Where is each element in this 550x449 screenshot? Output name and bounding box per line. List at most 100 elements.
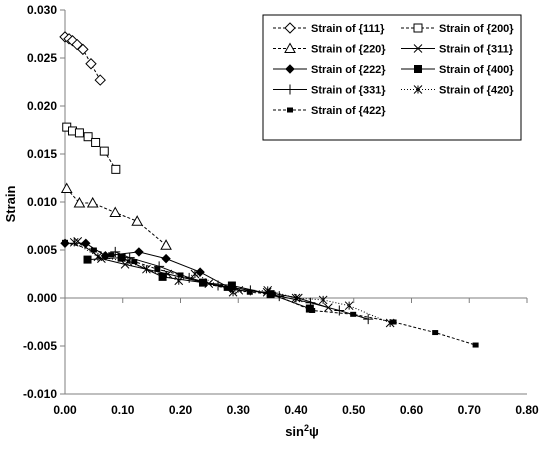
x-tick-label: 0.30 bbox=[227, 403, 251, 417]
data-point bbox=[131, 259, 138, 265]
data-point bbox=[73, 237, 83, 246]
data-point bbox=[246, 289, 253, 295]
data-point bbox=[83, 255, 92, 264]
data-point bbox=[269, 291, 276, 297]
data-point bbox=[334, 305, 345, 316]
legend-marker bbox=[413, 23, 423, 33]
series-line bbox=[115, 251, 369, 320]
data-point bbox=[60, 182, 73, 194]
series-1 bbox=[62, 122, 121, 174]
data-point bbox=[74, 128, 84, 138]
data-point bbox=[91, 137, 101, 147]
x-tick-label: 0.70 bbox=[458, 403, 482, 417]
data-point bbox=[291, 293, 301, 303]
data-point bbox=[177, 272, 184, 278]
y-tick-label: 0.020 bbox=[27, 99, 57, 113]
series-layer bbox=[59, 31, 479, 348]
data-point bbox=[77, 43, 89, 56]
series-8 bbox=[62, 239, 479, 348]
legend-label: Strain of {200} bbox=[439, 23, 514, 35]
legend-marker bbox=[413, 85, 423, 94]
data-point bbox=[390, 319, 397, 325]
data-point bbox=[85, 58, 97, 70]
series-7 bbox=[69, 237, 395, 328]
data-point bbox=[274, 291, 285, 302]
legend: Strain of {111} Strain of {200} Strain of … bbox=[262, 14, 522, 141]
legend-marker bbox=[284, 22, 296, 34]
series-line bbox=[73, 241, 391, 324]
data-point bbox=[111, 164, 121, 174]
data-point bbox=[160, 239, 172, 250]
x-axis-label-tail: ψ bbox=[309, 424, 319, 439]
legend-label: Strain of {422} bbox=[311, 105, 386, 117]
y-axis-label: Strain bbox=[3, 186, 18, 223]
data-point bbox=[94, 74, 106, 86]
series-line bbox=[64, 241, 476, 346]
data-point bbox=[174, 276, 184, 286]
data-point bbox=[305, 297, 316, 308]
data-point bbox=[83, 132, 93, 142]
y-tick-label: 0.010 bbox=[27, 195, 57, 209]
data-point bbox=[350, 311, 357, 317]
legend-label: Strain of {311} bbox=[439, 44, 514, 56]
legend-marker bbox=[413, 44, 423, 53]
data-point bbox=[73, 196, 86, 208]
data-point bbox=[190, 269, 200, 279]
legend-label: Strain of {111} bbox=[311, 23, 385, 35]
y-tick-label: -0.010 bbox=[23, 387, 57, 401]
data-point bbox=[81, 238, 91, 248]
x-axis-label-sup: 2 bbox=[304, 423, 309, 433]
data-point bbox=[109, 206, 122, 218]
data-point bbox=[223, 285, 230, 291]
legend-marker bbox=[285, 84, 295, 95]
legend-box bbox=[262, 14, 522, 141]
y-tick-label: -0.005 bbox=[23, 339, 57, 353]
data-point bbox=[86, 196, 99, 208]
x-tick-label: 0.60 bbox=[400, 403, 424, 417]
y-tick-label: 0.000 bbox=[27, 291, 57, 305]
series-2 bbox=[60, 182, 172, 250]
y-tick-label: 0.025 bbox=[27, 51, 57, 65]
data-point bbox=[131, 215, 144, 226]
data-point bbox=[432, 330, 439, 336]
y-tick-label: 0.030 bbox=[27, 3, 57, 17]
legend-label: Strain of {222} bbox=[311, 64, 386, 76]
data-point bbox=[93, 252, 103, 262]
x-tick-label: 0.80 bbox=[515, 403, 539, 417]
legend-label: Strain of {220} bbox=[311, 44, 386, 56]
data-point bbox=[154, 266, 161, 272]
data-point bbox=[318, 295, 328, 305]
legend-marker bbox=[285, 64, 295, 74]
data-point bbox=[108, 252, 115, 258]
data-point bbox=[110, 246, 121, 257]
series-0 bbox=[59, 31, 106, 86]
y-tick-label: 0.005 bbox=[27, 243, 57, 257]
x-tick-label: 0.10 bbox=[111, 403, 135, 417]
data-point bbox=[309, 307, 316, 313]
data-point bbox=[158, 272, 167, 281]
data-point bbox=[472, 342, 479, 348]
x-tick-label: 0.20 bbox=[169, 403, 193, 417]
legend-label: Strain of {420} bbox=[439, 85, 514, 97]
legend-marker bbox=[287, 107, 293, 113]
data-point bbox=[199, 280, 206, 286]
data-point bbox=[227, 281, 236, 290]
data-point bbox=[62, 239, 68, 245]
data-point bbox=[134, 247, 144, 257]
data-point bbox=[100, 251, 111, 261]
x-axis-label-base: sin bbox=[285, 424, 304, 439]
data-point bbox=[99, 146, 109, 156]
data-point bbox=[90, 247, 97, 253]
legend-label: Strain of {331} bbox=[311, 85, 386, 97]
legend-label: Strain of {400} bbox=[439, 64, 514, 76]
data-point bbox=[161, 253, 171, 264]
axes: -0.010 -0.005 0.000 0.005 0.010 0.015 0.020 0.0… bbox=[23, 3, 539, 417]
legend-marker bbox=[414, 65, 422, 73]
x-tick-label: 0.50 bbox=[342, 403, 366, 417]
data-point bbox=[124, 252, 135, 263]
x-tick-label: 0.00 bbox=[53, 403, 77, 417]
x-tick-label: 0.40 bbox=[284, 403, 308, 417]
x-axis-label: sin2ψ bbox=[285, 423, 319, 439]
